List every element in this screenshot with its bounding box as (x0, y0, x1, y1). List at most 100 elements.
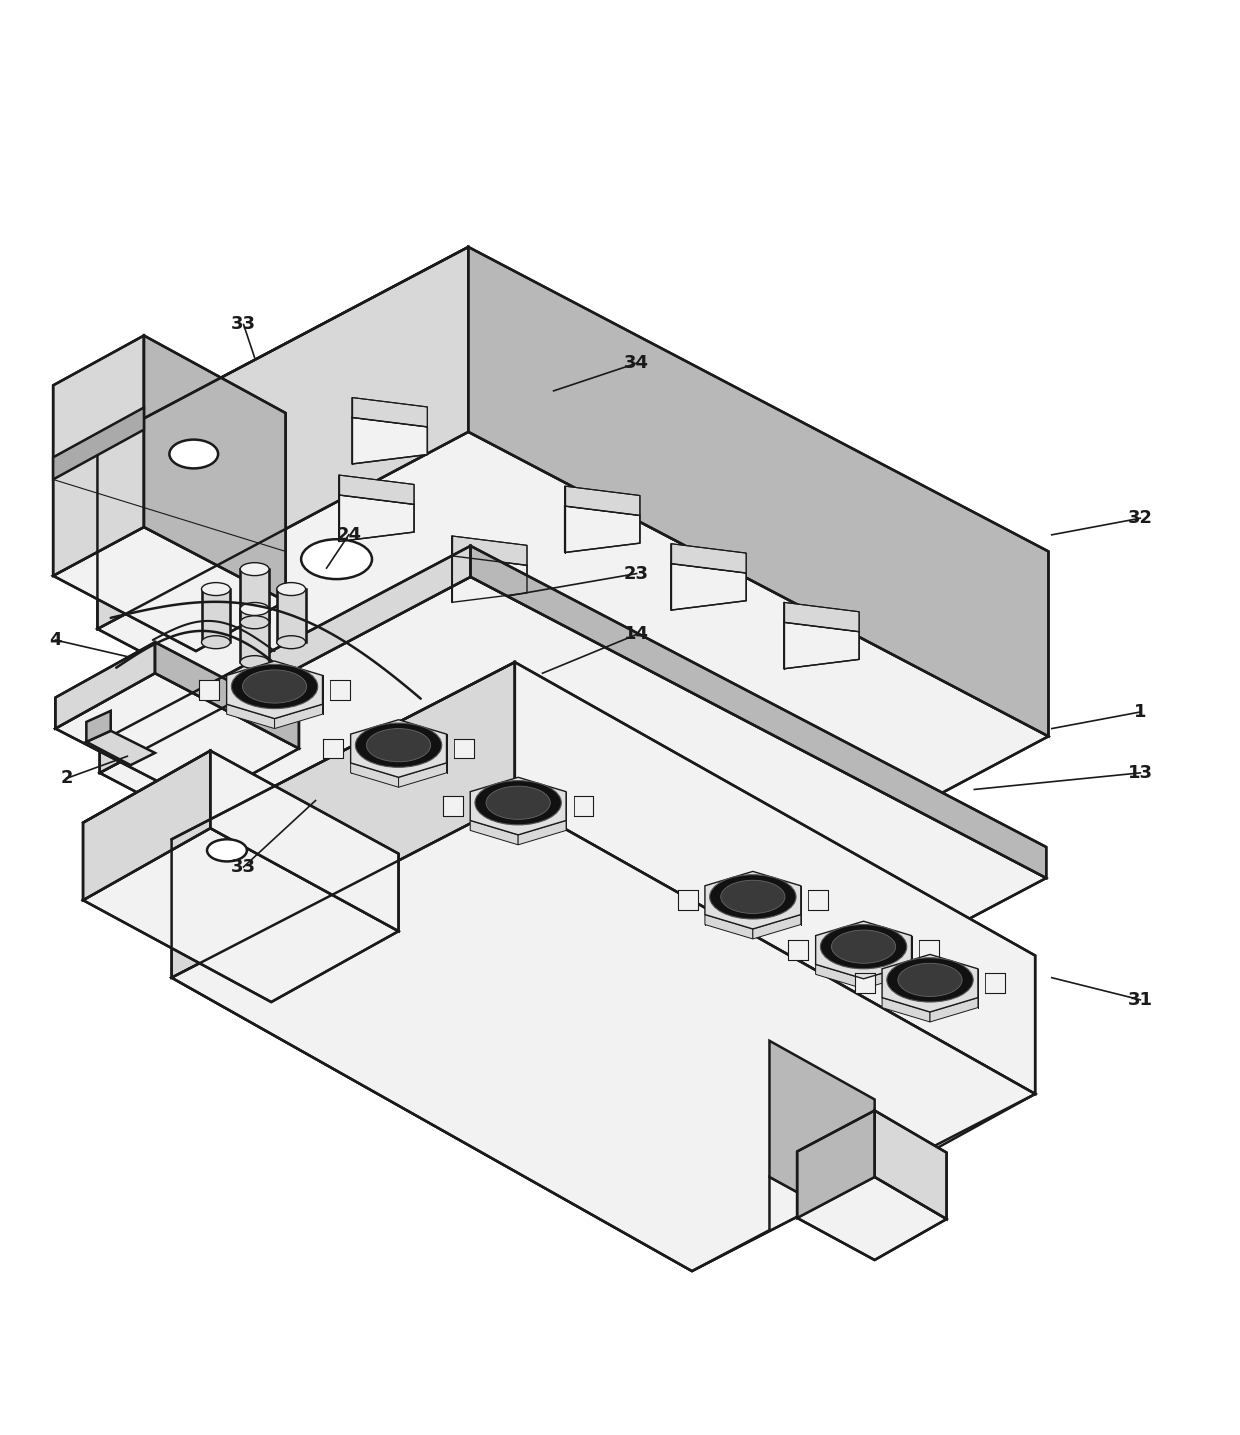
Ellipse shape (243, 670, 306, 703)
Polygon shape (53, 527, 285, 651)
Polygon shape (241, 608, 269, 662)
Ellipse shape (241, 656, 269, 669)
Polygon shape (797, 1111, 874, 1218)
Polygon shape (854, 973, 874, 993)
Polygon shape (671, 564, 746, 610)
Polygon shape (351, 720, 446, 778)
Text: 13: 13 (1128, 763, 1153, 782)
Text: 23: 23 (624, 564, 649, 583)
Polygon shape (564, 486, 640, 515)
Polygon shape (784, 623, 859, 669)
Polygon shape (454, 739, 474, 759)
Polygon shape (352, 397, 428, 426)
Text: 1: 1 (1135, 703, 1147, 720)
Ellipse shape (301, 540, 372, 580)
Polygon shape (274, 705, 322, 729)
Polygon shape (227, 662, 322, 719)
Polygon shape (469, 247, 1049, 736)
Polygon shape (99, 577, 1047, 1073)
Polygon shape (87, 710, 110, 742)
Text: 32: 32 (1128, 509, 1153, 527)
Text: 24: 24 (336, 525, 361, 544)
Ellipse shape (241, 563, 269, 575)
Polygon shape (351, 763, 398, 788)
Polygon shape (227, 705, 274, 729)
Polygon shape (171, 801, 1035, 1271)
Text: 33: 33 (231, 858, 257, 875)
Polygon shape (201, 590, 231, 643)
Polygon shape (986, 973, 1006, 993)
Polygon shape (816, 921, 911, 979)
Polygon shape (816, 964, 863, 989)
Text: 34: 34 (624, 354, 649, 372)
Polygon shape (784, 603, 859, 631)
Polygon shape (770, 1040, 874, 1234)
Ellipse shape (201, 636, 231, 649)
Ellipse shape (170, 439, 218, 468)
Ellipse shape (241, 603, 269, 616)
Text: 33: 33 (231, 316, 257, 333)
Text: 14: 14 (624, 626, 649, 643)
Ellipse shape (832, 930, 895, 963)
Ellipse shape (821, 924, 906, 969)
Ellipse shape (475, 781, 562, 825)
Polygon shape (919, 940, 939, 960)
Polygon shape (155, 643, 299, 749)
Polygon shape (874, 1111, 946, 1220)
Ellipse shape (898, 963, 962, 996)
Polygon shape (789, 940, 808, 960)
Polygon shape (53, 336, 144, 575)
Polygon shape (564, 507, 640, 552)
Polygon shape (87, 730, 155, 765)
Polygon shape (211, 751, 398, 931)
Polygon shape (930, 997, 978, 1022)
Polygon shape (443, 796, 463, 817)
Ellipse shape (486, 786, 551, 819)
Ellipse shape (207, 839, 247, 861)
Polygon shape (330, 680, 350, 700)
Polygon shape (171, 801, 1035, 1271)
Polygon shape (56, 673, 299, 802)
Polygon shape (144, 336, 285, 601)
Ellipse shape (201, 583, 231, 596)
Polygon shape (753, 914, 801, 938)
Polygon shape (241, 570, 269, 623)
Ellipse shape (277, 636, 305, 649)
Ellipse shape (887, 957, 973, 1002)
Polygon shape (808, 890, 828, 910)
Polygon shape (470, 545, 1047, 878)
Ellipse shape (232, 664, 317, 709)
Text: 2: 2 (61, 769, 73, 788)
Polygon shape (98, 247, 469, 629)
Polygon shape (83, 751, 211, 900)
Polygon shape (53, 408, 144, 479)
Polygon shape (797, 1177, 946, 1260)
Polygon shape (882, 997, 930, 1022)
Polygon shape (98, 432, 1049, 933)
Polygon shape (704, 871, 801, 928)
Polygon shape (470, 821, 518, 845)
Ellipse shape (277, 583, 305, 596)
Ellipse shape (367, 729, 430, 762)
Polygon shape (56, 643, 155, 729)
Polygon shape (451, 555, 527, 603)
Ellipse shape (720, 880, 785, 914)
Ellipse shape (709, 875, 796, 918)
Polygon shape (515, 662, 1035, 1093)
Polygon shape (882, 954, 978, 1012)
Polygon shape (451, 535, 527, 565)
Polygon shape (671, 544, 746, 573)
Polygon shape (277, 590, 305, 643)
Polygon shape (677, 890, 697, 910)
Text: 31: 31 (1128, 990, 1153, 1009)
Polygon shape (863, 964, 911, 989)
Polygon shape (352, 418, 428, 464)
Ellipse shape (241, 616, 269, 629)
Polygon shape (704, 914, 753, 938)
Polygon shape (99, 545, 470, 773)
Polygon shape (200, 680, 219, 700)
Polygon shape (518, 821, 567, 845)
Polygon shape (470, 778, 567, 835)
Polygon shape (83, 828, 398, 1002)
Polygon shape (339, 475, 414, 504)
